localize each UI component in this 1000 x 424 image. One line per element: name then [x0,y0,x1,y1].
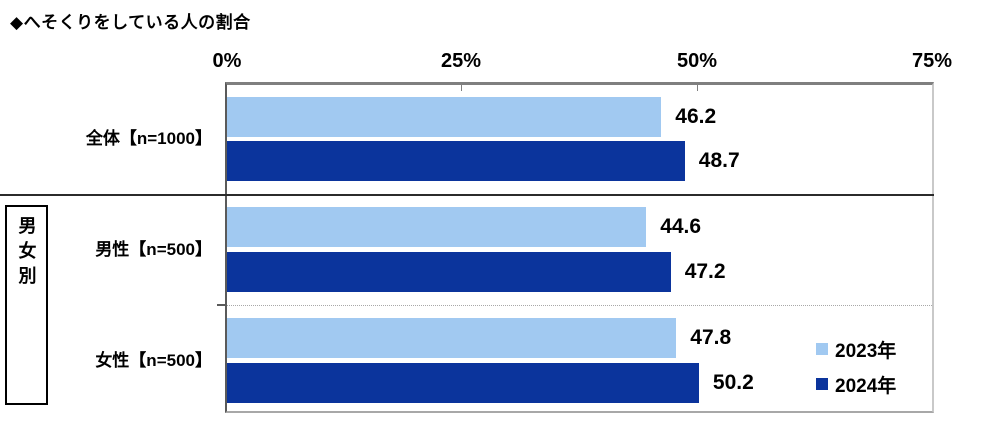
bar-row-zentai-2023: 46.2 [227,97,987,137]
legend-label-2024: 2024年 [835,375,897,397]
row-separator-dotted [227,305,932,306]
value-label-2023-zentai: 46.2 [675,105,717,128]
bar-2024-female [227,363,699,403]
bar-2024-male [227,252,671,292]
bar-2023-male [227,207,647,247]
legend-label-2023: 2023年 [835,340,897,362]
x-tick-75: 75% [911,50,953,72]
bar-row-male-2023: 44.6 [227,207,987,247]
axis-tick-25 [461,85,462,91]
category-label-zentai: 全体【n=1000】 [85,129,212,148]
x-tick-25: 25% [440,50,482,72]
bar-2023-female [227,318,677,358]
x-tick-0: 0% [212,50,242,72]
gender-group-label: 男女別 [16,216,37,291]
value-label-2024-female: 50.2 [712,371,754,394]
axis-tick-50 [697,85,698,91]
chart-title: ◆へそくりをしている人の割合 [10,13,251,32]
bar-2024-zentai [227,141,685,181]
legend-item-2023: 2023年 [816,338,897,362]
value-label-2023-female: 47.8 [690,326,732,349]
bar-row-female-2023: 47.8 [227,318,987,358]
value-label-2023-male: 44.6 [660,215,702,238]
bar-row-male-2024: 47.2 [227,252,987,292]
gender-group-box: 男女別 [5,205,48,405]
legend-swatch-2024 [816,378,828,390]
category-label-female: 女性【n=500】 [95,351,212,370]
bar-2023-zentai [227,97,662,137]
value-label-2024-male: 47.2 [684,260,726,283]
category-axis-tick [217,304,225,306]
category-label-male: 男性【n=500】 [95,240,212,259]
legend-swatch-2023 [816,343,828,355]
x-tick-50: 50% [676,50,718,72]
bar-row-female-2024: 50.2 [227,363,987,403]
bar-row-zentai-2024: 48.7 [227,141,987,181]
value-label-2024-zentai: 48.7 [698,149,740,172]
legend-item-2024: 2024年 [816,373,897,397]
group-separator-line [0,194,934,196]
